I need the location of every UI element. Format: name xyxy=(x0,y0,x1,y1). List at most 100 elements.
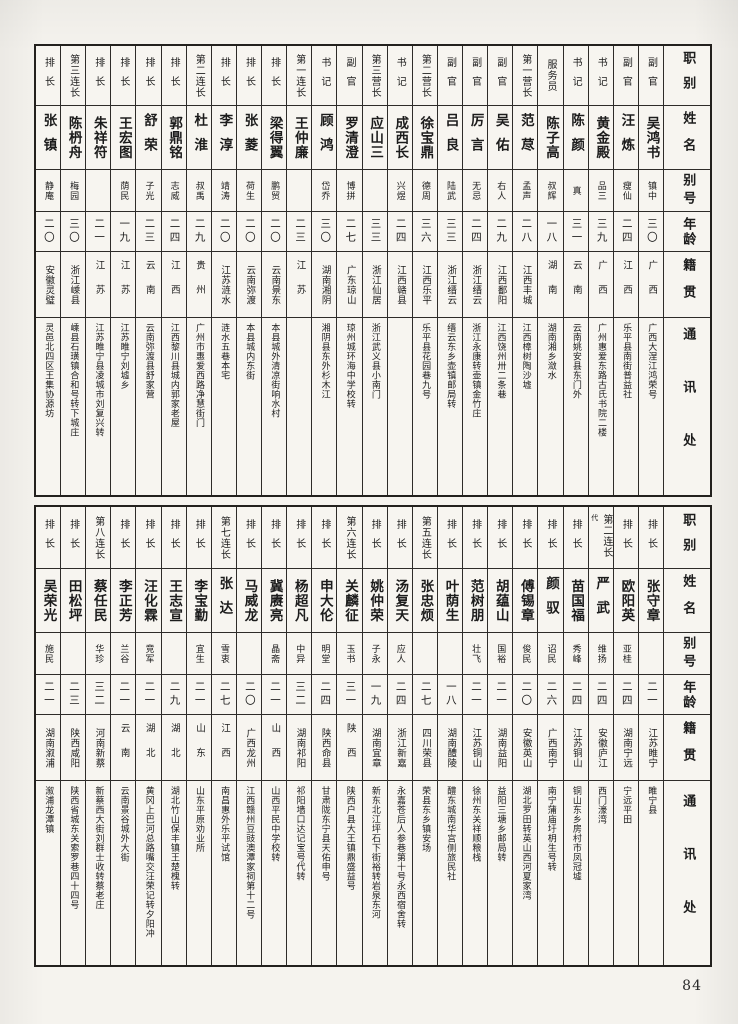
value-role: 排长 xyxy=(243,518,255,557)
value-role: 副官 xyxy=(494,56,506,95)
value-name: 汪炼 xyxy=(618,113,635,162)
value-role: 排长 xyxy=(218,56,230,95)
cell-alias: 俊民 xyxy=(513,633,538,675)
header-cell-2: 别号 xyxy=(664,633,710,675)
cell-role: 第一营长 xyxy=(513,46,538,106)
cell-alias: 靖涛 xyxy=(211,170,236,212)
cell-age: 二六 xyxy=(538,675,563,715)
header-label: 姓名 xyxy=(680,110,696,165)
value-address: 醴东城南华宫侧旅民社 xyxy=(445,786,456,881)
value-alias: 明堂 xyxy=(319,643,330,664)
cell-name: 胡蕴山 xyxy=(488,569,513,633)
cell-origin: 安徽灵璧 xyxy=(35,252,60,318)
value-origin: 江西丰城 xyxy=(520,264,532,305)
value-alias: 岱乔 xyxy=(319,180,330,201)
value-name: 舒荣 xyxy=(140,113,157,162)
value-alias: 陆武 xyxy=(444,180,455,201)
value-name: 徐宝鼎 xyxy=(417,115,434,160)
cell-age: 三一 xyxy=(563,212,588,252)
value-age: 二三 xyxy=(67,681,80,708)
value-role: 排长 xyxy=(394,518,406,557)
cell-age: 二九 xyxy=(488,212,513,252)
person-column: 第五连长 张忠烦 二七 四川荣县 荣县东乡镇安场 xyxy=(411,507,437,965)
value-address: 宁远平田 xyxy=(621,786,632,824)
cell-age: 三〇 xyxy=(312,212,337,252)
cell-address: 宁远平田 xyxy=(614,781,638,965)
person-column: 第一连长 王仲廉 二三 江苏 xyxy=(286,46,312,495)
value-address: 本县城外清凉街响水村 xyxy=(269,323,280,418)
cell-age: 二〇 xyxy=(35,212,60,252)
value-age: 二四 xyxy=(319,681,332,708)
value-age: 二一 xyxy=(118,681,131,708)
value-address: 江苏睢宁刘墟乡 xyxy=(118,323,129,390)
cell-alias: 雪衷 xyxy=(211,633,236,675)
cell-alias: 瘦仙 xyxy=(613,170,638,212)
value-role: 第三营长 xyxy=(369,53,381,98)
cell-name: 杨超凡 xyxy=(287,569,312,633)
cell-name: 李宝勤 xyxy=(186,569,211,633)
value-age: 二一 xyxy=(469,681,482,708)
value-alias: 国裕 xyxy=(495,643,506,664)
cell-origin: 广西南宁 xyxy=(538,715,563,781)
value-alias: 孟声 xyxy=(520,180,531,201)
value-role: 排长 xyxy=(143,56,155,95)
cell-name: 颜驭 xyxy=(538,569,563,633)
cell-address: 溆浦龙潭镇 xyxy=(36,781,60,965)
value-name: 郭鼎铭 xyxy=(166,115,183,160)
cell-role: 书记 xyxy=(588,46,613,106)
cell-address: 嵊县石璜镇合和号转下城庄 xyxy=(61,318,85,495)
value-alias: 雪衷 xyxy=(218,643,229,664)
cell-address: 湘阴县东外杉木江 xyxy=(312,318,336,495)
cell-role: 第七连长 xyxy=(211,507,236,569)
value-name: 严武 xyxy=(593,576,610,625)
value-name: 黄金殿 xyxy=(593,115,610,160)
cell-origin: 河南新蔡 xyxy=(86,715,111,781)
cell-name: 陈子高 xyxy=(538,106,563,170)
person-column: 第六连长 关麟征 玉书 三一 陕西 陕西户县大王镇鼎盛益号 xyxy=(336,507,362,965)
cell-role: 第一连长 xyxy=(287,46,312,106)
value-role: 排长 xyxy=(494,518,506,557)
cell-age: 一八 xyxy=(437,675,462,715)
value-address: 浙江永康转壶镇金竹庄 xyxy=(470,323,481,418)
person-column: 排长 范树朋 壮飞 二一 江苏铜山 徐州东关祥顺粮栈 xyxy=(462,507,488,965)
header-column: 职别 姓名 别号 年龄 籍贯 通讯处 xyxy=(663,507,710,965)
value-age: 二〇 xyxy=(243,681,256,708)
value-role: 第二连长 xyxy=(193,53,205,98)
value-name: 王志宣 xyxy=(166,578,183,623)
value-origin: 云南景东 xyxy=(269,264,281,305)
value-role: 书记 xyxy=(394,56,406,95)
cell-origin: 江西赣县 xyxy=(387,252,412,318)
value-alias: 俊民 xyxy=(520,643,531,664)
person-column: 排长 汪化霖 竞军 二一 湖北 黄冈上巴河总路嘴交汪荣记转夕阳冲 xyxy=(135,507,161,965)
value-age: 三一 xyxy=(344,681,357,708)
value-name: 朱祥符 xyxy=(90,115,107,160)
cell-age: 二四 xyxy=(312,675,337,715)
cell-age: 二〇 xyxy=(262,212,287,252)
cell-role: 排长 xyxy=(613,507,638,569)
value-alias: 鹏贸 xyxy=(269,180,280,201)
value-role: 排长 xyxy=(168,56,180,95)
value-role: 副官 xyxy=(645,56,657,95)
value-role: 书记 xyxy=(595,56,607,95)
cell-address: 江苏睢宁县凌城市刘复兴转 xyxy=(86,318,110,495)
cell-name: 朱祥符 xyxy=(86,106,111,170)
cell-age: 三九 xyxy=(588,212,613,252)
cell-role: 第三营长 xyxy=(362,46,387,106)
cell-role: 排长 xyxy=(437,507,462,569)
header-cell-1: 姓名 xyxy=(664,106,710,170)
cell-role: 排长 xyxy=(111,507,136,569)
header-label: 年龄 xyxy=(680,679,696,710)
person-column: 第二营长 徐宝鼎 德周 三六 江西乐平 乐平县花园巷九号 xyxy=(411,46,437,495)
value-address: 乐平县花园巷九号 xyxy=(420,323,431,399)
cell-address: 浙江武义县小南门 xyxy=(363,318,387,495)
value-address: 江西黎川县城内郭家老屋 xyxy=(168,323,179,428)
cell-name: 舒荣 xyxy=(136,106,161,170)
cell-age: 三三 xyxy=(437,212,462,252)
cell-address xyxy=(388,318,412,495)
cell-name: 傅锡章 xyxy=(513,569,538,633)
value-age: 二九 xyxy=(495,218,508,245)
value-alias: 竞军 xyxy=(143,643,154,664)
person-column: 排长 欧阳英 亚桂 二四 湖南宁远 宁远平田 xyxy=(612,507,638,965)
value-age: 二四 xyxy=(570,681,583,708)
person-column: 排长 张菱 荷生 二〇 云南弥渡 本县城内东街 xyxy=(235,46,261,495)
